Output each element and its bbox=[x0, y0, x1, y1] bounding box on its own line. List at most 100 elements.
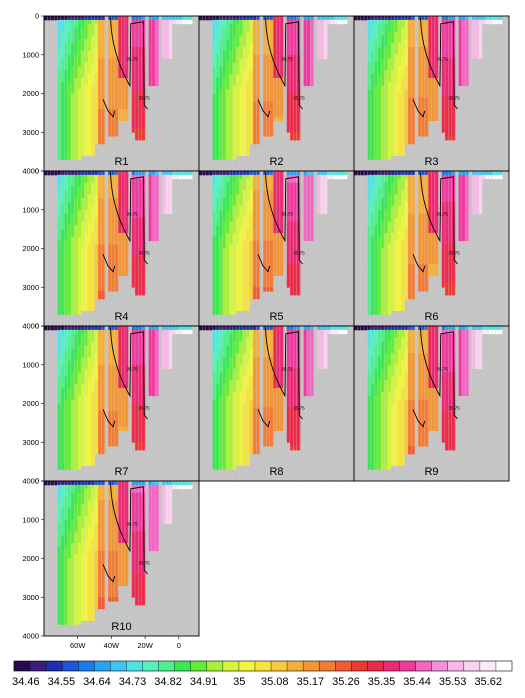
heatmap-cell bbox=[215, 124, 220, 129]
heatmap-cell bbox=[97, 50, 102, 56]
heatmap-cell bbox=[229, 136, 234, 141]
heatmap-cell bbox=[370, 213, 375, 218]
heatmap-cell bbox=[377, 19, 382, 25]
heatmap-cell bbox=[222, 97, 227, 102]
heatmap-cell bbox=[121, 19, 126, 25]
heatmap-cell bbox=[263, 171, 267, 176]
heatmap-cell bbox=[215, 186, 220, 191]
heatmap-cell bbox=[293, 31, 298, 36]
heatmap-cell bbox=[225, 143, 230, 149]
heatmap-cell bbox=[242, 233, 247, 238]
heatmap-cell bbox=[134, 264, 139, 269]
heatmap-cell bbox=[60, 62, 65, 67]
heatmap-cell bbox=[111, 248, 116, 253]
heatmap-cell bbox=[249, 225, 254, 230]
heatmap-cell bbox=[64, 221, 68, 226]
heatmap-cell bbox=[236, 194, 240, 199]
heatmap-cell bbox=[74, 225, 79, 230]
heatmap-cell bbox=[424, 116, 429, 122]
heatmap-cell bbox=[286, 171, 291, 176]
heatmap-cell bbox=[212, 31, 217, 36]
heatmap-cell bbox=[367, 271, 372, 277]
heatmap-cell bbox=[81, 147, 85, 153]
heatmap-cell bbox=[246, 50, 250, 56]
heatmap-cell bbox=[458, 78, 463, 83]
heatmap-cell bbox=[70, 132, 75, 137]
heatmap-cell bbox=[141, 93, 146, 98]
heatmap-cell bbox=[407, 19, 412, 25]
heatmap-cell bbox=[138, 202, 143, 207]
heatmap-cell bbox=[67, 35, 72, 40]
heatmap-cell bbox=[155, 58, 159, 63]
heatmap-cell bbox=[91, 217, 95, 222]
heatmap-cell bbox=[141, 279, 146, 284]
heatmap-cell bbox=[111, 190, 116, 195]
heatmap-cell bbox=[421, 101, 426, 106]
heatmap-cell bbox=[377, 198, 382, 203]
heatmap-cell bbox=[138, 43, 143, 48]
heatmap-cell bbox=[239, 186, 244, 191]
heatmap-cell bbox=[64, 19, 68, 25]
heatmap-cell bbox=[384, 155, 389, 160]
heatmap-cell bbox=[273, 267, 277, 273]
heatmap-cell bbox=[289, 194, 294, 199]
heatmap-cell bbox=[370, 202, 375, 207]
heatmap-cell bbox=[219, 19, 223, 25]
heatmap-cell bbox=[151, 27, 156, 32]
heatmap-cell bbox=[263, 109, 267, 114]
heatmap-cell bbox=[242, 54, 247, 60]
heatmap-cell bbox=[424, 50, 429, 56]
heatmap-cell bbox=[256, 85, 261, 91]
heatmap-cell bbox=[320, 43, 325, 48]
heatmap-cell bbox=[374, 256, 378, 261]
heatmap-cell bbox=[232, 151, 237, 156]
heatmap-cell bbox=[138, 27, 143, 32]
heatmap-cell bbox=[70, 287, 75, 292]
heatmap-cell bbox=[91, 78, 95, 83]
heatmap-cell bbox=[273, 58, 277, 63]
heatmap-cell bbox=[367, 252, 372, 257]
heatmap-cell bbox=[67, 295, 72, 300]
heatmap-cell bbox=[229, 171, 234, 176]
heatmap-cell bbox=[94, 190, 99, 195]
heatmap-cell bbox=[263, 225, 267, 230]
heatmap-cell bbox=[252, 205, 257, 211]
heatmap-cell bbox=[374, 264, 378, 269]
heatmap-cell bbox=[87, 248, 92, 253]
heatmap-cell bbox=[151, 54, 156, 60]
heatmap-cell bbox=[441, 43, 446, 48]
heatmap-cell bbox=[121, 116, 126, 122]
heatmap-cell bbox=[444, 70, 449, 75]
heatmap-cell bbox=[289, 81, 294, 87]
heatmap-cell bbox=[87, 233, 92, 238]
heatmap-cell bbox=[114, 93, 119, 98]
heatmap-cell bbox=[91, 85, 95, 91]
heatmap-cell bbox=[252, 128, 257, 133]
heatmap-cell bbox=[212, 124, 217, 129]
heatmap-cell bbox=[222, 120, 227, 125]
heatmap-cell bbox=[370, 124, 375, 129]
heatmap-cell bbox=[232, 287, 237, 292]
heatmap-cell bbox=[91, 271, 95, 277]
heatmap-cell bbox=[387, 109, 392, 114]
heatmap-cell bbox=[273, 178, 277, 184]
heatmap-cell bbox=[320, 174, 325, 180]
heatmap-cell bbox=[131, 54, 136, 60]
heatmap-cell bbox=[94, 128, 99, 133]
heatmap-cell bbox=[296, 283, 301, 288]
heatmap-cell bbox=[384, 47, 389, 52]
heatmap-cell bbox=[57, 298, 62, 304]
heatmap-cell bbox=[461, 19, 466, 25]
heatmap-cell bbox=[161, 171, 166, 176]
heatmap-cell bbox=[84, 70, 89, 75]
heatmap-cell bbox=[380, 194, 385, 199]
heatmap-cell bbox=[316, 43, 321, 48]
heatmap-cell bbox=[242, 202, 247, 207]
heatmap-cell bbox=[97, 81, 102, 87]
heatmap-cell bbox=[289, 120, 294, 125]
heatmap-cell bbox=[364, 16, 368, 21]
heatmap-cell bbox=[421, 128, 426, 133]
heatmap-cell bbox=[273, 256, 277, 261]
heatmap-cell bbox=[138, 112, 143, 118]
heatmap-cell bbox=[101, 54, 106, 60]
